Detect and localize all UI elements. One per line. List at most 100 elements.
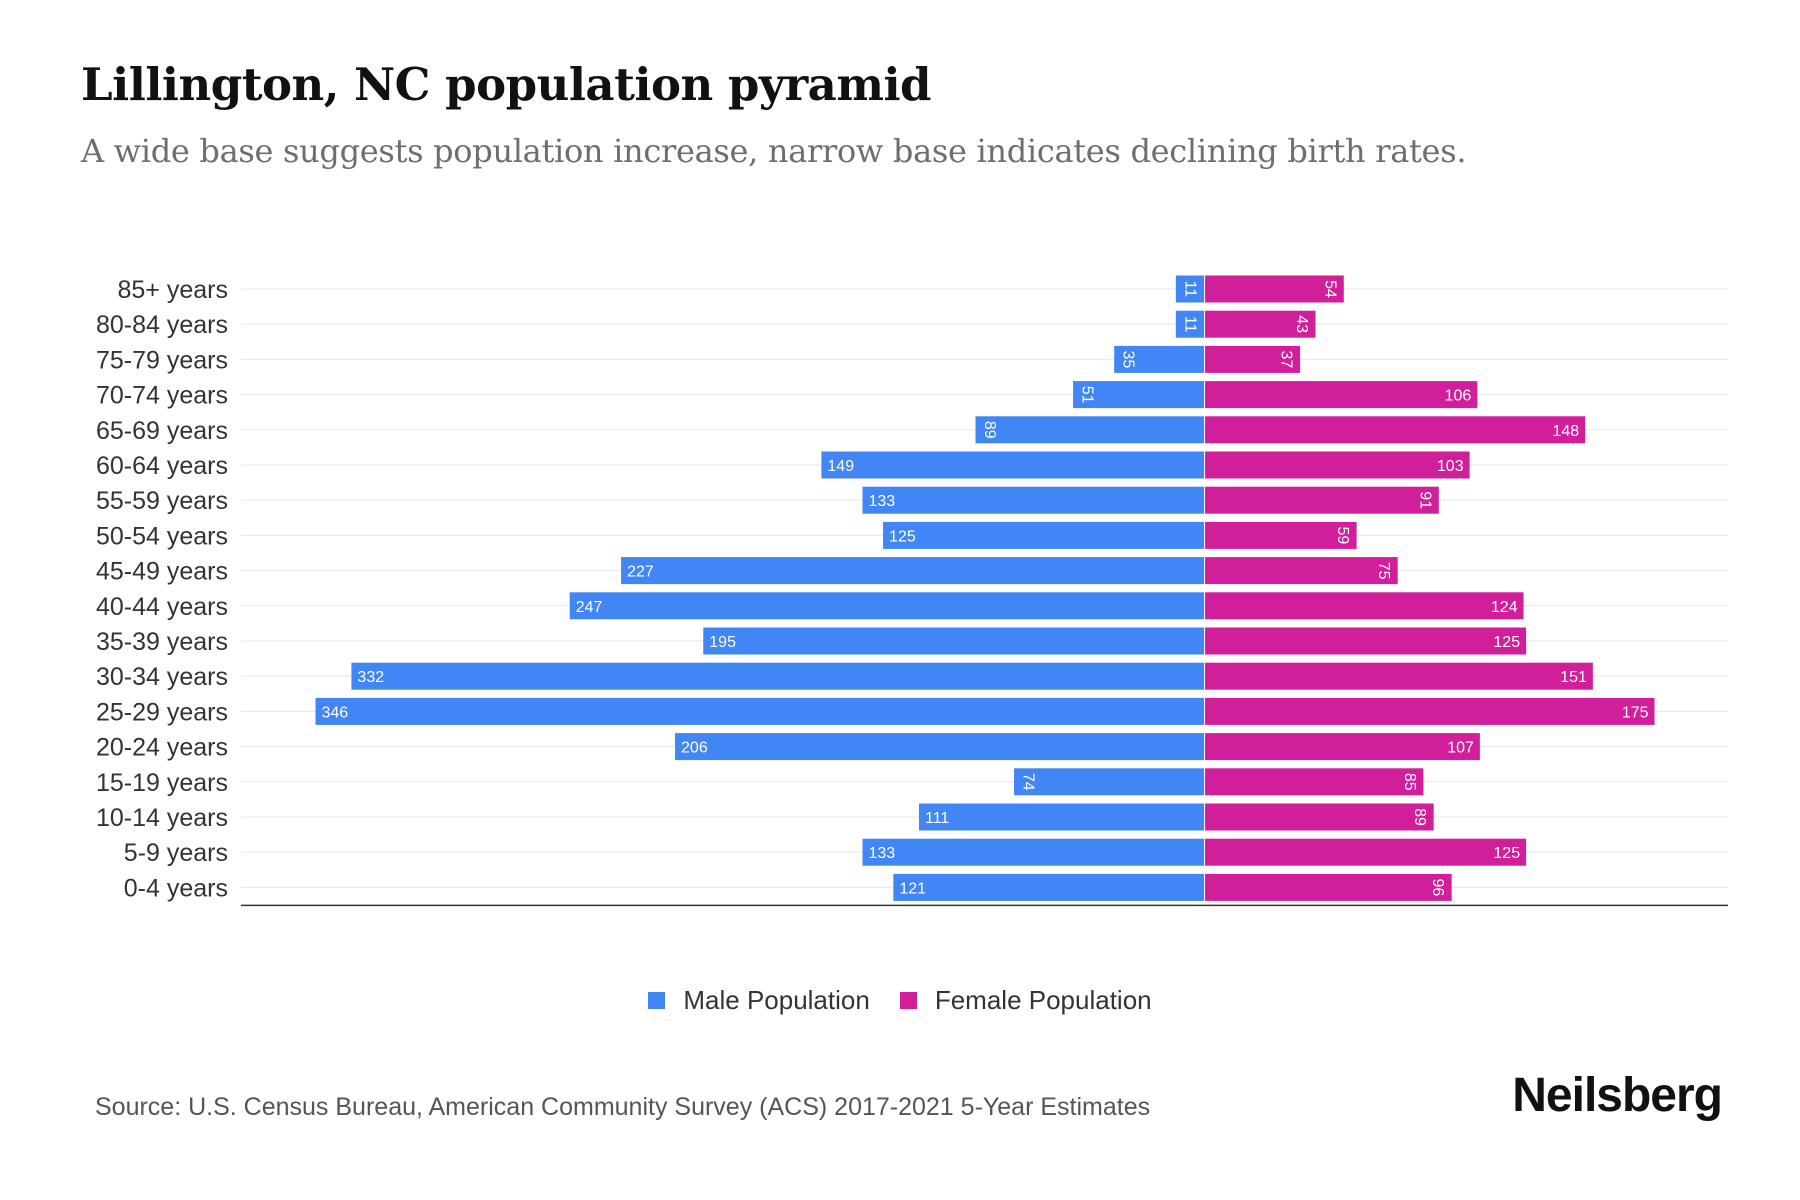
male-bar[interactable] bbox=[1175, 310, 1205, 338]
female-value-label: 124 bbox=[1491, 599, 1518, 616]
male-value-label: 247 bbox=[576, 599, 603, 616]
legend-item-male[interactable]: Male Population bbox=[648, 985, 870, 1016]
female-bar[interactable] bbox=[1205, 451, 1470, 479]
female-value-label: 107 bbox=[1447, 740, 1474, 757]
female-bar[interactable] bbox=[1205, 381, 1478, 409]
male-value-label: 51 bbox=[1079, 386, 1096, 404]
female-value-label: 175 bbox=[1622, 704, 1649, 721]
legend-label-female: Female Population bbox=[934, 985, 1152, 1015]
legend-label-male: Male Population bbox=[683, 985, 870, 1015]
female-value-label: 103 bbox=[1437, 458, 1464, 475]
age-group-label: 20-24 years bbox=[96, 734, 228, 762]
bars bbox=[315, 275, 1655, 901]
age-group-label: 45-49 years bbox=[96, 558, 228, 586]
female-bar[interactable] bbox=[1205, 521, 1357, 549]
age-group-label: 40-44 years bbox=[96, 593, 228, 621]
male-value-label: 227 bbox=[627, 564, 654, 581]
female-bar[interactable] bbox=[1205, 416, 1586, 444]
female-bar[interactable] bbox=[1205, 873, 1452, 901]
female-bar[interactable] bbox=[1205, 345, 1301, 373]
male-bar[interactable] bbox=[1175, 275, 1205, 303]
male-value-label: 89 bbox=[981, 421, 998, 439]
female-bar[interactable] bbox=[1205, 627, 1527, 655]
female-bar[interactable] bbox=[1205, 557, 1398, 585]
age-group-label: 5-9 years bbox=[124, 839, 228, 867]
gridlines bbox=[241, 288, 1728, 888]
female-value-label: 54 bbox=[1321, 280, 1338, 298]
female-value-label: 91 bbox=[1416, 491, 1433, 509]
chart-title: Lillington, NC population pyramid bbox=[81, 58, 932, 111]
male-value-label: 133 bbox=[869, 493, 896, 510]
age-group-label: 70-74 years bbox=[96, 382, 228, 410]
male-value-label: 11 bbox=[1181, 316, 1198, 333]
age-group-label: 60-64 years bbox=[96, 452, 228, 480]
female-value-label: 89 bbox=[1411, 808, 1428, 826]
male-bar[interactable] bbox=[569, 592, 1205, 620]
male-bar[interactable] bbox=[351, 662, 1205, 690]
female-value-label: 125 bbox=[1493, 845, 1520, 862]
age-group-label: 55-59 years bbox=[96, 487, 228, 515]
male-value-label: 133 bbox=[869, 845, 896, 862]
age-group-label: 75-79 years bbox=[96, 346, 228, 374]
male-bar[interactable] bbox=[621, 557, 1205, 585]
male-value-label: 332 bbox=[357, 669, 384, 686]
male-swatch-icon bbox=[648, 992, 666, 1009]
age-group-label: 35-39 years bbox=[96, 628, 228, 656]
female-value-label: 148 bbox=[1552, 423, 1579, 440]
male-value-label: 346 bbox=[321, 704, 348, 721]
age-group-labels: 85+ years 80-84 years 75-79 years 70-74 yea… bbox=[96, 276, 228, 902]
female-bar[interactable] bbox=[1205, 768, 1424, 796]
male-bar[interactable] bbox=[821, 451, 1205, 479]
female-value-label: 43 bbox=[1293, 315, 1310, 333]
male-bar[interactable] bbox=[893, 873, 1205, 901]
male-bar[interactable] bbox=[1073, 381, 1205, 409]
population-pyramid-chart: 85+ years 80-84 years 75-79 years 70-74 yea… bbox=[96, 275, 1728, 907]
female-value-label: 59 bbox=[1334, 527, 1351, 545]
age-group-label: 80-84 years bbox=[96, 311, 228, 339]
female-bar[interactable] bbox=[1205, 697, 1655, 725]
male-bar[interactable] bbox=[883, 521, 1205, 549]
female-value-label: 96 bbox=[1429, 879, 1446, 897]
male-bar[interactable] bbox=[862, 486, 1205, 514]
value-labels: 11 54 11 43 35 37 51 106 89 148 149 103 133 91 125 59 22… bbox=[321, 280, 1648, 897]
female-bar[interactable] bbox=[1205, 838, 1527, 866]
male-value-label: 195 bbox=[709, 634, 736, 651]
chart-subtitle: A wide base suggests population increase… bbox=[81, 132, 1467, 170]
male-value-label: 206 bbox=[681, 740, 708, 757]
age-group-label: 25-29 years bbox=[96, 698, 228, 726]
female-bar[interactable] bbox=[1205, 662, 1593, 690]
brand-logo: Neilsberg bbox=[1512, 1069, 1723, 1122]
male-bar[interactable] bbox=[919, 803, 1205, 831]
female-value-label: 125 bbox=[1493, 634, 1520, 651]
male-bar[interactable] bbox=[975, 416, 1205, 444]
age-group-label: 0-4 years bbox=[124, 874, 228, 902]
age-group-label: 85+ years bbox=[118, 276, 229, 304]
female-bar[interactable] bbox=[1205, 275, 1344, 303]
male-bar[interactable] bbox=[315, 697, 1205, 725]
male-bar[interactable] bbox=[703, 627, 1205, 655]
female-swatch-icon bbox=[899, 992, 917, 1009]
female-value-label: 85 bbox=[1401, 773, 1418, 791]
male-bar[interactable] bbox=[862, 838, 1205, 866]
age-group-label: 10-14 years bbox=[96, 804, 228, 832]
female-value-label: 75 bbox=[1375, 562, 1392, 580]
source-note: Source: U.S. Census Bureau, American Com… bbox=[95, 1093, 1151, 1121]
female-value-label: 106 bbox=[1445, 388, 1472, 405]
female-bar[interactable] bbox=[1205, 592, 1524, 620]
male-bar[interactable] bbox=[675, 733, 1205, 761]
female-bar[interactable] bbox=[1205, 310, 1316, 338]
female-bar[interactable] bbox=[1205, 486, 1439, 514]
male-bar[interactable] bbox=[1014, 768, 1205, 796]
male-bar[interactable] bbox=[1114, 345, 1205, 373]
male-value-label: 149 bbox=[827, 458, 854, 475]
legend-item-female[interactable]: Female Population bbox=[899, 985, 1152, 1016]
age-group-label: 65-69 years bbox=[96, 417, 228, 445]
male-value-label: 11 bbox=[1181, 281, 1198, 298]
female-bar[interactable] bbox=[1205, 733, 1480, 761]
male-value-label: 35 bbox=[1120, 351, 1137, 369]
male-value-label: 111 bbox=[925, 810, 949, 827]
age-group-label: 50-54 years bbox=[96, 522, 228, 550]
age-group-label: 30-34 years bbox=[96, 663, 228, 691]
male-value-label: 121 bbox=[899, 880, 926, 897]
female-bar[interactable] bbox=[1205, 803, 1434, 831]
